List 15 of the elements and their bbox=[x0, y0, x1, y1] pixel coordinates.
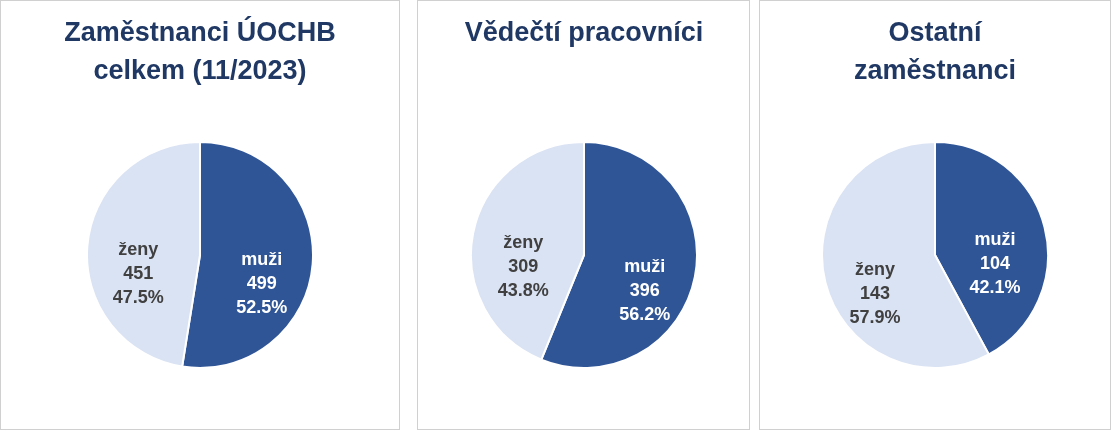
chart-title: Zaměstnanci ÚOCHB celkem (11/2023) bbox=[64, 16, 336, 85]
slice-label: ženy bbox=[854, 259, 895, 280]
chart-title: Vědečtí pracovníci bbox=[464, 17, 703, 47]
slice-label: ženy bbox=[118, 239, 159, 260]
data-label: 499 52.5% bbox=[236, 272, 288, 317]
data-label: 309 43.8% bbox=[497, 256, 549, 301]
chart-title: Ostatní zaměstnanci bbox=[853, 17, 1017, 85]
slice-label: muži bbox=[241, 248, 283, 269]
slice-label: muži bbox=[623, 255, 665, 276]
data-label: 396 56.2% bbox=[618, 279, 670, 324]
data-label: 143 57.9% bbox=[849, 283, 901, 328]
data-label: 104 42.1% bbox=[969, 252, 1021, 297]
slice-label: ženy bbox=[502, 232, 543, 253]
data-label: 451 47.5% bbox=[112, 263, 164, 308]
slice-label: muži bbox=[974, 228, 1016, 249]
